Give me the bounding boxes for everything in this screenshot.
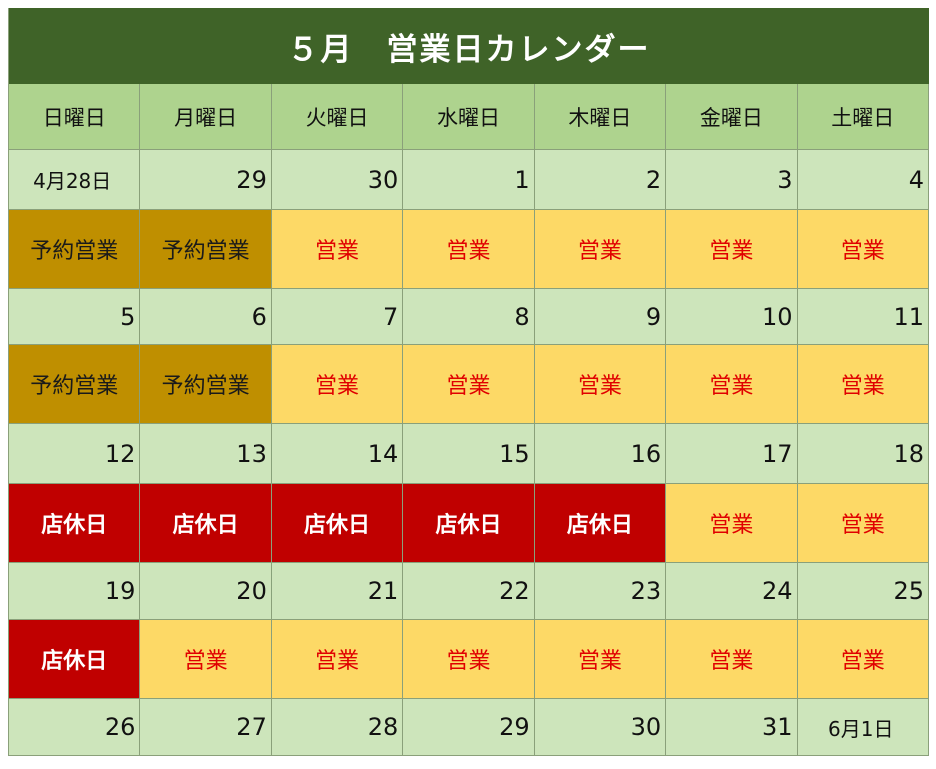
calendar-title: ５月 営業日カレンダー [9, 8, 929, 84]
date-cell: 11 [797, 289, 929, 345]
date-cell: 22 [403, 563, 535, 620]
status-cell: 店休日 [534, 484, 667, 563]
date-cell: 31 [666, 699, 798, 756]
status-cell: 営業 [534, 210, 667, 289]
date-cell: 5 [9, 289, 141, 345]
date-cell: 14 [271, 424, 404, 484]
status-row: 予約営業 予約営業 営業 営業 営業 営業 営業 [9, 345, 929, 424]
date-cell: 7 [271, 289, 404, 345]
status-cell: 予約営業 [9, 210, 141, 289]
status-cell: 営業 [797, 620, 929, 699]
weekday-saturday: 土曜日 [797, 84, 929, 150]
date-cell: 9 [534, 289, 667, 345]
status-row: 予約営業 予約営業 営業 営業 営業 営業 営業 [9, 210, 929, 289]
business-day-calendar: ５月 営業日カレンダー 日曜日 月曜日 火曜日 水曜日 木曜日 金曜日 土曜日 … [8, 8, 929, 756]
status-row: 店休日 営業 営業 営業 営業 営業 営業 [9, 620, 929, 699]
status-cell: 営業 [534, 345, 667, 424]
status-cell: 営業 [403, 210, 535, 289]
status-cell: 営業 [271, 210, 404, 289]
status-cell: 営業 [666, 620, 798, 699]
date-cell: 10 [666, 289, 798, 345]
weekday-header-row: 日曜日 月曜日 火曜日 水曜日 木曜日 金曜日 土曜日 [9, 84, 929, 150]
date-cell: 27 [140, 699, 272, 756]
date-cell: 21 [271, 563, 404, 620]
status-cell: 店休日 [9, 620, 141, 699]
date-cell: 12 [9, 424, 141, 484]
status-cell: 予約営業 [140, 210, 272, 289]
status-cell: 営業 [140, 620, 272, 699]
date-row: 12 13 14 15 16 17 18 [9, 424, 929, 484]
weekday-wednesday: 水曜日 [403, 84, 535, 150]
weekday-tuesday: 火曜日 [271, 84, 404, 150]
date-cell: 1 [403, 150, 535, 210]
status-cell: 店休日 [403, 484, 535, 563]
date-cell: 6 [140, 289, 272, 345]
date-cell: 29 [403, 699, 535, 756]
status-cell: 営業 [797, 484, 929, 563]
status-cell: 営業 [666, 345, 798, 424]
date-cell: 26 [9, 699, 141, 756]
status-cell: 営業 [271, 620, 404, 699]
date-cell: 24 [666, 563, 798, 620]
weekday-thursday: 木曜日 [534, 84, 667, 150]
status-cell: 店休日 [271, 484, 404, 563]
date-cell: 4 [797, 150, 929, 210]
weekday-monday: 月曜日 [140, 84, 272, 150]
date-cell: 30 [534, 699, 667, 756]
date-row: 19 20 21 22 23 24 25 [9, 563, 929, 620]
date-cell: 6月1日 [797, 699, 929, 756]
weekday-friday: 金曜日 [666, 84, 798, 150]
status-cell: 営業 [797, 210, 929, 289]
date-cell: 4月28日 [9, 150, 141, 210]
status-cell: 営業 [666, 484, 798, 563]
date-cell: 3 [666, 150, 798, 210]
date-cell: 30 [271, 150, 404, 210]
date-cell: 28 [271, 699, 404, 756]
date-cell: 29 [140, 150, 272, 210]
date-cell: 18 [797, 424, 929, 484]
status-cell: 店休日 [9, 484, 141, 563]
status-cell: 営業 [797, 345, 929, 424]
date-cell: 25 [797, 563, 929, 620]
date-cell: 23 [534, 563, 667, 620]
weekday-sunday: 日曜日 [9, 84, 141, 150]
date-cell: 15 [403, 424, 535, 484]
date-cell: 8 [403, 289, 535, 345]
date-row: 4月28日 29 30 1 2 3 4 [9, 150, 929, 210]
status-cell: 営業 [666, 210, 798, 289]
status-cell: 営業 [403, 345, 535, 424]
date-row: 26 27 28 29 30 31 6月1日 [9, 699, 929, 756]
status-cell: 予約営業 [140, 345, 272, 424]
status-row: 店休日 店休日 店休日 店休日 店休日 営業 営業 [9, 484, 929, 563]
date-cell: 2 [534, 150, 667, 210]
date-cell: 17 [666, 424, 798, 484]
status-cell: 店休日 [140, 484, 272, 563]
date-cell: 19 [9, 563, 141, 620]
date-row: 5 6 7 8 9 10 11 [9, 289, 929, 345]
status-cell: 予約営業 [9, 345, 141, 424]
date-cell: 20 [140, 563, 272, 620]
status-cell: 営業 [534, 620, 667, 699]
status-cell: 営業 [271, 345, 404, 424]
date-cell: 16 [534, 424, 667, 484]
date-cell: 13 [140, 424, 272, 484]
status-cell: 営業 [403, 620, 535, 699]
